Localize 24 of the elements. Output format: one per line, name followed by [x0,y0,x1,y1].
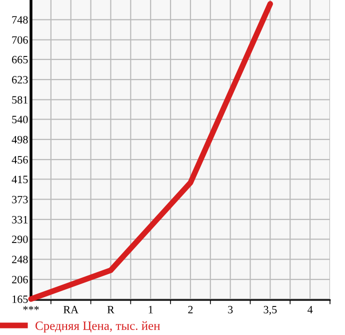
x-tick-label: 3 [228,306,233,314]
y-tick-label: 248 [12,256,28,264]
x-tick-label: 3,5 [264,306,277,315]
y-tick-label: 748 [12,16,28,24]
y-tick-label: 373 [12,196,28,204]
y-tick-label: 623 [12,76,28,84]
x-tick-label: *** [23,306,39,310]
x-tick-label: R [107,306,114,314]
y-tick-label: 581 [12,96,28,104]
x-tick-label: 4 [308,306,313,314]
y-tick-label: 540 [12,116,28,124]
x-tick-label: RA [63,306,79,314]
y-tick-label: 456 [12,156,28,164]
x-tick-label: 1 [148,306,153,314]
y-tick-label: 206 [12,276,28,284]
y-tick-label: 498 [12,136,28,144]
y-tick-label: 706 [12,36,28,44]
y-tick-label: 415 [12,176,28,184]
legend-label: Средняя Цена, тыс. йен [36,321,160,332]
y-tick-label: 665 [12,56,28,64]
x-tick-label: 2 [188,306,193,314]
y-tick-label: 165 [12,296,28,304]
y-tick-label: 290 [12,236,28,244]
y-tick-label: 331 [12,216,28,224]
